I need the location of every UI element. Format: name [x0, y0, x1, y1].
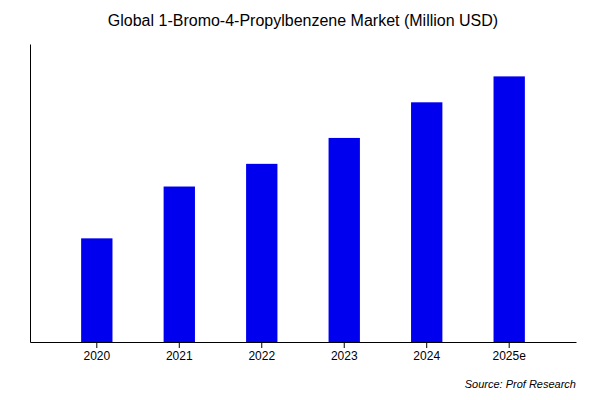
- bars: [81, 76, 525, 342]
- x-tick-label: 2021: [166, 349, 193, 363]
- x-tick-mark: [261, 342, 262, 348]
- x-tick: 2020: [83, 342, 110, 363]
- x-tick: 2025e: [493, 342, 527, 363]
- y-axis-line: [30, 45, 31, 343]
- x-tick: 2021: [166, 342, 193, 363]
- x-axis-line: [31, 342, 577, 343]
- bar: [164, 187, 195, 342]
- bar: [246, 164, 277, 342]
- chart: 2020 2021 2022 2023 2024 2025e Global 1-Bromo-…: [0, 0, 600, 400]
- bar: [411, 102, 442, 342]
- annotation: Source: Prof Research: [465, 378, 576, 390]
- x-tick-mark: [96, 342, 97, 348]
- x-tick-mark: [509, 342, 510, 348]
- x-tick: 2024: [413, 342, 440, 363]
- x-tick: 2023: [331, 342, 358, 363]
- bar: [329, 138, 360, 342]
- x-tick-mark: [426, 342, 427, 348]
- x-tick-mark: [179, 342, 180, 348]
- y-axis: [30, 45, 31, 343]
- bar: [494, 76, 525, 342]
- x-tick: 2022: [248, 342, 275, 363]
- x-tick-label: 2023: [331, 349, 358, 363]
- x-tick-mark: [344, 342, 345, 348]
- x-tick-label: 2022: [248, 349, 275, 363]
- title: Global 1-Bromo-4-Propylbenzene Market (M…: [108, 12, 498, 29]
- x-tick-label: 2020: [83, 349, 110, 363]
- x-tick-label: 2024: [413, 349, 440, 363]
- plot: 2020 2021 2022 2023 2024 2025e: [31, 45, 577, 363]
- x-axis: 2020 2021 2022 2023 2024 2025e: [31, 342, 577, 363]
- bar: [81, 238, 112, 342]
- x-tick-label: 2025e: [493, 349, 527, 363]
